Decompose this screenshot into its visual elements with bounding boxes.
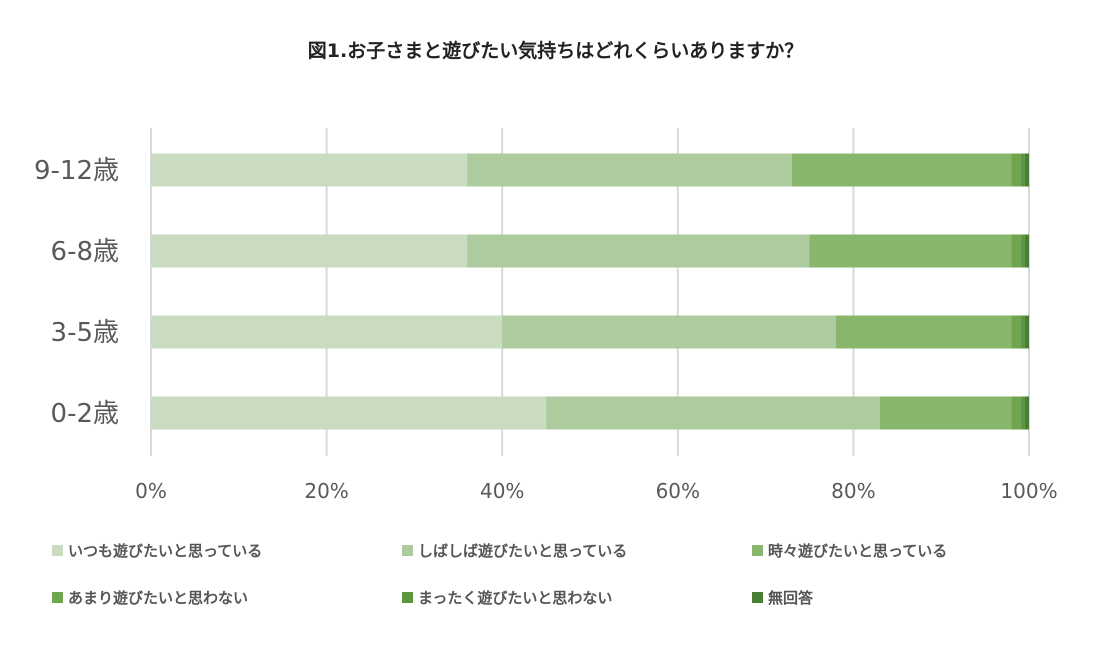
bar-segment bbox=[1011, 153, 1021, 187]
x-tick-label: 20% bbox=[304, 479, 348, 503]
bar-segment bbox=[151, 153, 468, 187]
bar-segment bbox=[546, 396, 880, 430]
legend-label: まったく遊びたいと思わない bbox=[418, 589, 613, 607]
bar-segment bbox=[151, 315, 503, 349]
bar-segment bbox=[809, 234, 1012, 268]
bar-segment bbox=[151, 234, 468, 268]
legend-label: 無回答 bbox=[768, 589, 814, 607]
legend-item: いつも遊びたいと思っている bbox=[52, 540, 262, 561]
legend-swatch bbox=[402, 592, 413, 603]
legend-label: いつも遊びたいと思っている bbox=[68, 542, 263, 560]
y-category-label: 3-5歳 bbox=[51, 318, 119, 348]
legend-swatch bbox=[402, 545, 413, 556]
y-category-label: 6-8歳 bbox=[51, 237, 119, 267]
x-tick-label: 80% bbox=[831, 479, 875, 503]
legend-item: しばしば遊びたいと思っている bbox=[402, 540, 627, 561]
bar-segment bbox=[502, 315, 836, 349]
x-tick-label: 100% bbox=[1000, 479, 1057, 503]
x-tick-label: 0% bbox=[135, 479, 167, 503]
bar-segment bbox=[1011, 396, 1021, 430]
legend-item: あまり遊びたいと思わない bbox=[52, 587, 248, 608]
x-tick-label: 40% bbox=[480, 479, 524, 503]
bar-segment bbox=[1024, 234, 1029, 268]
chart-title: 図1.お子さまと遊びたい気持ちはどれくらいありますか？ bbox=[307, 40, 804, 62]
bar-segment bbox=[1024, 396, 1029, 430]
y-category-label: 9-12歳 bbox=[34, 156, 119, 186]
bar-segment bbox=[1024, 315, 1029, 349]
bar-segment bbox=[835, 315, 1012, 349]
bar-segment bbox=[1011, 315, 1021, 349]
bar-segment bbox=[1020, 315, 1025, 349]
legend-item: 無回答 bbox=[752, 587, 813, 608]
legend-swatch bbox=[752, 592, 763, 603]
bar-segment bbox=[1024, 153, 1029, 187]
bar-segment bbox=[791, 153, 1012, 187]
legend-label: 時々遊びたいと思っている bbox=[768, 542, 948, 560]
y-category-label: 0-2歳 bbox=[51, 399, 119, 429]
bar-segment bbox=[151, 396, 547, 430]
bar-segment bbox=[1011, 234, 1021, 268]
x-tick-label: 60% bbox=[656, 479, 700, 503]
bar-segment bbox=[1020, 234, 1025, 268]
legend-swatch bbox=[752, 545, 763, 556]
legend-swatch bbox=[52, 545, 63, 556]
legend-item: まったく遊びたいと思わない bbox=[402, 587, 612, 608]
bar-segment bbox=[1020, 153, 1025, 187]
bar-segment bbox=[467, 234, 810, 268]
legend-swatch bbox=[52, 592, 63, 603]
legend-item: 時々遊びたいと思っている bbox=[752, 540, 947, 561]
legend-label: しばしば遊びたいと思っている bbox=[418, 542, 628, 560]
chart-plot-area: 0% 20% 40% 60% 80% 100% 9-12歳 6-8歳 3-5歳 0-2歳 bbox=[34, 128, 1058, 503]
bar-segment bbox=[467, 153, 792, 187]
bar-segment bbox=[1020, 396, 1025, 430]
legend-label: あまり遊びたいと思わない bbox=[68, 589, 249, 607]
bar-segment bbox=[879, 396, 1012, 430]
